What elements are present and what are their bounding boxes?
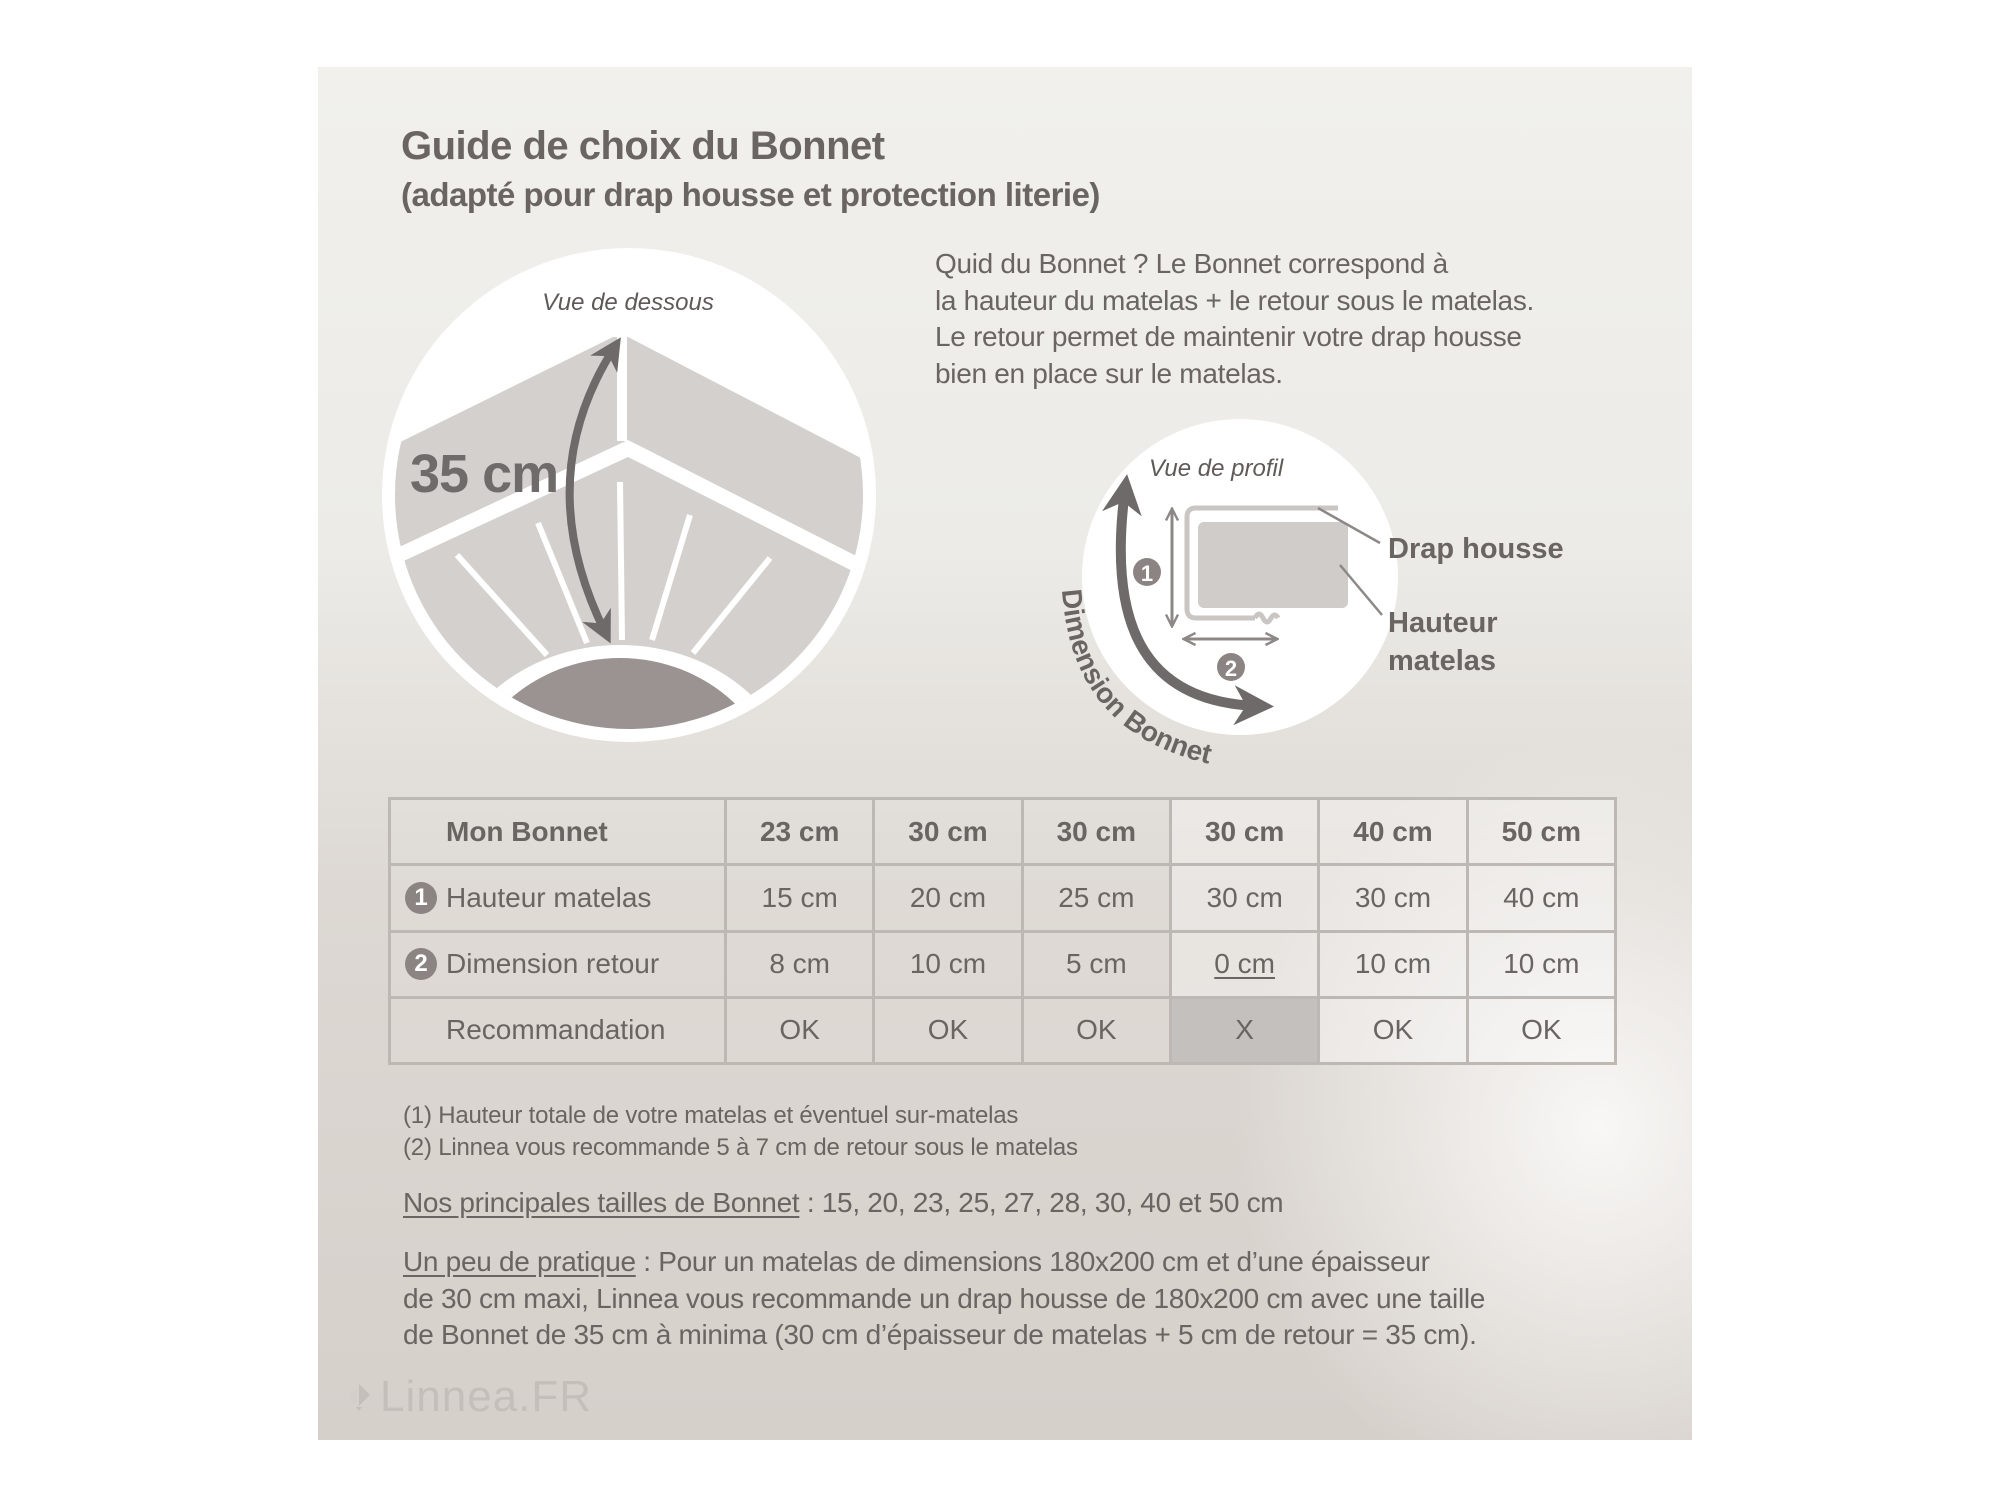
bonnet-curve-arrow-icon: [1102, 474, 1274, 726]
table-cell: 30 cm: [1020, 796, 1172, 867]
logo-text: Linnea.FR: [380, 1372, 593, 1421]
footnote: (2) Linnea vous recommande 5 à 7 cm de r…: [403, 1134, 1078, 1161]
table-cell: 0 cm: [1168, 929, 1321, 999]
bonnet-size-table: Mon Bonnet 23 cm 30 cm 30 cm 30 cm 40 cm…: [388, 796, 1618, 1066]
underlined-value: 0 cm: [1214, 948, 1275, 980]
practice-example: Un peu de pratique : Pour un matelas de …: [403, 1244, 1485, 1354]
page-subtitle: (adapté pour drap housse et protection l…: [401, 176, 1100, 213]
table-cell: OK: [872, 995, 1024, 1066]
row-label-text: Hauteur matelas: [446, 881, 652, 913]
table-cell: 10 cm: [872, 929, 1024, 999]
row-label: Mon Bonnet: [388, 796, 727, 867]
badge-1-label: 1: [1141, 561, 1153, 586]
intro-line: la hauteur du matelas + le retour sous l…: [935, 284, 1535, 316]
table-cell: 15 cm: [723, 863, 876, 933]
intro-line: bien en place sur le matelas.: [935, 357, 1283, 389]
table-header-row: Mon Bonnet 23 cm 30 cm 30 cm 30 cm 40 cm…: [388, 796, 1618, 867]
row-label: 1 Hauteur matelas: [388, 863, 727, 933]
mattress-profile: [1198, 522, 1348, 608]
intro-line: Le retour permet de maintenir votre drap…: [935, 321, 1522, 352]
table-cell: OK: [1465, 995, 1618, 1066]
main-sizes-text: : 15, 20, 23, 25, 27, 28, 30, 40 et 50 c…: [799, 1187, 1284, 1218]
practice-line: : Pour un matelas de dimensions 180x200 …: [635, 1246, 1430, 1277]
mattress-top-band: [395, 337, 863, 568]
table-cell: OK: [1020, 995, 1172, 1066]
table-cell: 20 cm: [872, 863, 1024, 933]
fitted-sheet-label: Drap housse: [1388, 533, 1564, 565]
mattress-height-label-1: Hauteur: [1388, 607, 1498, 639]
row-label-text: Dimension retour: [446, 948, 660, 980]
practice-label: Un peu de pratique: [403, 1246, 636, 1277]
table-cell: 10 cm: [1465, 929, 1618, 999]
table-cell-not-ok: X: [1168, 995, 1321, 1066]
corner-seam: [617, 335, 627, 441]
intro-line: Quid du Bonnet ? Le Bonnet correspond à: [935, 248, 1448, 279]
main-sizes: Nos principales tailles de Bonnet : 15, …: [403, 1187, 1284, 1219]
page-title: Guide de choix du Bonnet: [401, 124, 885, 168]
profile-view-caption: Vue de profil: [1149, 455, 1284, 482]
footnotes: (1) Hauteur totale de votre matelas et é…: [403, 1100, 1078, 1164]
table-cell: OK: [1317, 995, 1469, 1066]
badge-2-label: 2: [1225, 656, 1237, 681]
table-cell: 40 cm: [1317, 796, 1469, 867]
measure-arrow-icon: [565, 337, 621, 644]
bottom-view-caption: Vue de dessous: [542, 289, 714, 316]
table-cell: 30 cm: [1168, 863, 1321, 933]
table-cell: 5 cm: [1020, 929, 1172, 999]
row-label: 2 Dimension retour: [388, 929, 727, 999]
table-row: 2 Dimension retour 8 cm 10 cm 5 cm 0 cm 1…: [388, 929, 1618, 999]
table-row: Recommandation OK OK OK X OK OK: [388, 995, 1618, 1066]
table-cell: 30 cm: [872, 796, 1024, 867]
table-cell: 30 cm: [1168, 796, 1321, 867]
row-label: Recommandation: [388, 995, 727, 1066]
practice-line: de 30 cm maxi, Linnea vous recommande un…: [403, 1282, 1486, 1314]
table-cell: 10 cm: [1317, 929, 1469, 999]
badge-2-icon: 2: [405, 948, 437, 981]
footnote: (1) Hauteur totale de votre matelas et é…: [403, 1102, 1019, 1129]
mattress-height-label-2: matelas: [1388, 645, 1496, 677]
table-cell: 50 cm: [1465, 796, 1618, 867]
practice-line: de Bonnet de 35 cm à minima (30 cm d’épa…: [403, 1319, 1477, 1350]
table-row: 1 Hauteur matelas 15 cm 20 cm 25 cm 30 cm…: [388, 863, 1618, 933]
main-sizes-label: Nos principales tailles de Bonnet: [403, 1187, 800, 1218]
table-cell: 30 cm: [1317, 863, 1469, 933]
profile-view-diagram: Vue de profil 1 2 Dimension Bonnet Drap …: [1056, 419, 1564, 770]
linnea-logo: Linnea.FR: [346, 1372, 592, 1422]
badge-1-icon: 1: [405, 881, 437, 914]
intro-paragraph: Quid du Bonnet ? Le Bonnet correspond à …: [935, 246, 1534, 392]
table-cell: OK: [723, 995, 876, 1066]
mattress-leader-line: [1339, 564, 1383, 616]
sheet-leader-line: [1317, 506, 1381, 545]
bonnet-measure-label: 35 cm: [410, 444, 558, 504]
table-cell: 8 cm: [723, 929, 876, 999]
table-cell: 40 cm: [1465, 863, 1618, 933]
linnea-leaf-icon: [349, 1384, 370, 1411]
table-cell: 25 cm: [1020, 863, 1172, 933]
table-cell: 23 cm: [723, 796, 876, 867]
